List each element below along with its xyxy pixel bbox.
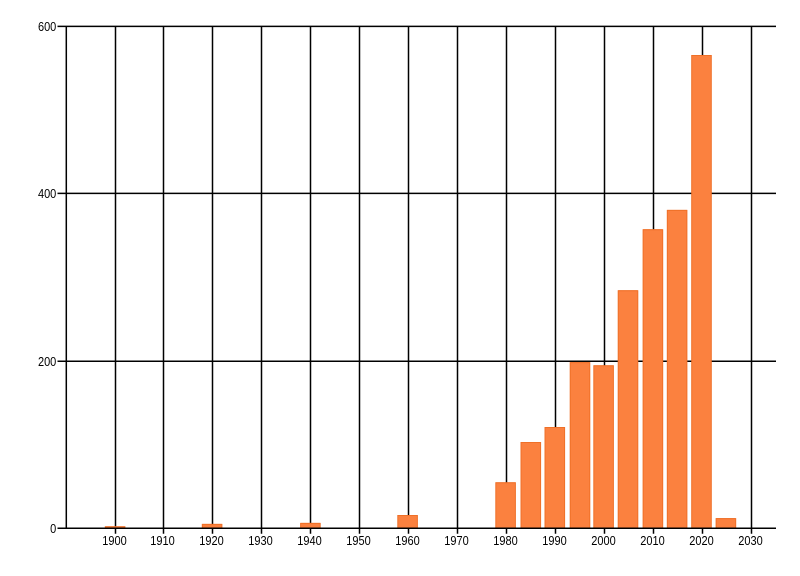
svg-text:1910: 1910: [150, 533, 174, 548]
svg-text:2030: 2030: [738, 533, 762, 548]
svg-text:1920: 1920: [199, 533, 223, 548]
svg-text:2020: 2020: [689, 533, 713, 548]
svg-text:1900: 1900: [102, 533, 126, 548]
svg-text:1930: 1930: [248, 533, 272, 548]
svg-text:2000: 2000: [591, 533, 615, 548]
svg-text:400: 400: [38, 186, 56, 201]
svg-text:1970: 1970: [444, 533, 468, 548]
svg-text:1980: 1980: [493, 533, 517, 548]
svg-text:1950: 1950: [346, 533, 370, 548]
svg-text:2010: 2010: [640, 533, 664, 548]
svg-text:1990: 1990: [542, 533, 566, 548]
svg-text:0: 0: [50, 521, 56, 536]
svg-text:600: 600: [38, 19, 56, 34]
svg-text:200: 200: [38, 354, 56, 369]
svg-text:1960: 1960: [395, 533, 419, 548]
svg-text:1940: 1940: [297, 533, 321, 548]
